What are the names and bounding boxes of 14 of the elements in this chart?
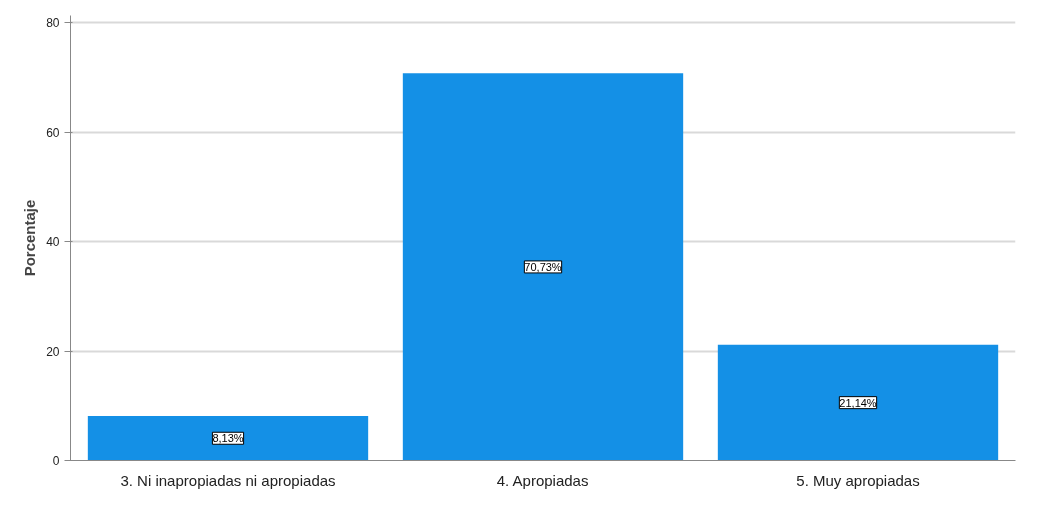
- x-tick-label: 5. Muy apropiadas: [796, 471, 920, 489]
- x-tick-label: 4. Apropiadas: [496, 471, 589, 489]
- y-tick-label: 20: [46, 344, 60, 359]
- x-tick-label: 3. Ni inapropiadas ni apropiadas: [120, 471, 336, 489]
- bar: [87, 416, 369, 461]
- y-tick-label: 80: [46, 16, 60, 31]
- data-label: 8,13%: [212, 432, 244, 445]
- y-tick-label: 40: [46, 235, 60, 250]
- y-tick-label: 60: [46, 125, 60, 140]
- bar: [717, 344, 999, 461]
- y-tick-label: 0: [52, 454, 60, 468]
- y-axis-title: Porcentaje: [21, 199, 39, 277]
- data-label: 70,73%: [524, 260, 562, 273]
- bar: [402, 73, 684, 461]
